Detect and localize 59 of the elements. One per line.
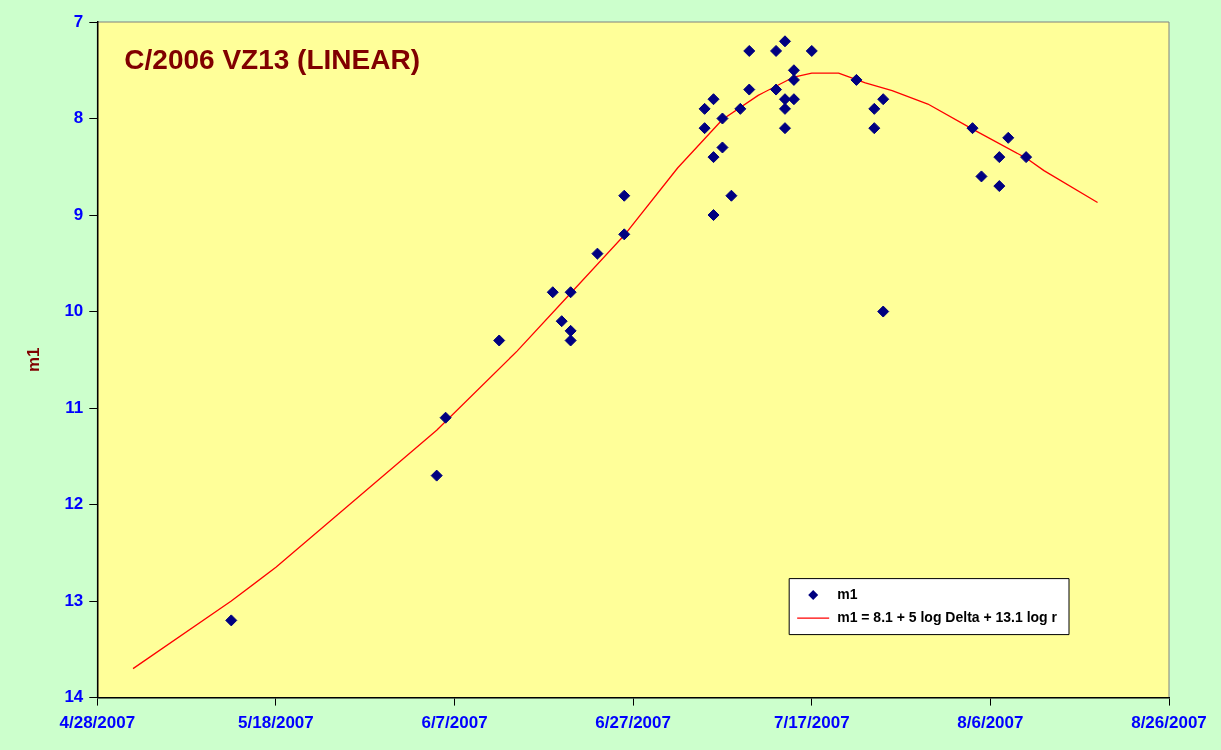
point: [564, 286, 577, 299]
point: [966, 122, 979, 135]
x-tick-label: 6/27/2007: [595, 713, 671, 733]
point: [877, 93, 890, 106]
y-tick-label: 14: [64, 687, 84, 707]
point: [1002, 131, 1015, 144]
point: [778, 35, 791, 48]
point: [778, 122, 791, 135]
point: [734, 102, 747, 115]
point: [975, 170, 988, 183]
point: [770, 44, 783, 57]
point: [698, 102, 711, 115]
x-tick-label: 5/18/2007: [238, 713, 314, 733]
point: [716, 112, 729, 125]
point: [725, 189, 738, 202]
point: [868, 122, 881, 135]
x-tick-label: 8/6/2007: [957, 713, 1024, 733]
point: [493, 334, 506, 347]
legend-label: m1 = 8.1 + 5 log Delta + 13.1 log r: [837, 608, 1058, 625]
point: [591, 247, 604, 260]
point: [716, 141, 729, 154]
y-tick-label: 7: [73, 11, 84, 31]
point: [707, 93, 720, 106]
point: [546, 286, 559, 299]
y-tick-label: 13: [64, 590, 84, 610]
y-tick-label: 10: [64, 301, 84, 321]
y-tick-label: 11: [65, 397, 84, 417]
point: [1020, 151, 1033, 164]
point: [698, 122, 711, 135]
point: [618, 189, 631, 202]
y-tick-label: 12: [64, 494, 84, 514]
point: [993, 180, 1006, 193]
point: [770, 83, 783, 96]
point: [993, 151, 1006, 164]
point: [868, 102, 881, 115]
point: [439, 411, 452, 424]
x-tick-label: 4/28/2007: [59, 713, 136, 733]
legend-label: m1: [837, 585, 858, 602]
point: [877, 305, 890, 318]
y-tick-label: 9: [73, 204, 84, 224]
point: [743, 44, 756, 57]
y-axis-title: m1: [23, 347, 43, 373]
point: [787, 64, 800, 77]
point: [564, 334, 577, 347]
point: [564, 324, 577, 337]
x-tick-label: 6/7/2007: [421, 713, 488, 733]
point: [618, 228, 631, 241]
point: [555, 315, 568, 328]
x-tick-label: 8/26/2007: [1131, 713, 1207, 733]
point: [743, 83, 756, 96]
point: [707, 209, 720, 222]
point: [805, 44, 818, 57]
point: [707, 151, 720, 164]
point: [225, 614, 238, 627]
text: C/2006 VZ13 (LINEAR): [124, 43, 420, 75]
point: [430, 469, 443, 482]
point: [850, 73, 863, 86]
y-tick-label: 8: [73, 108, 84, 128]
x-tick-label: 7/17/2007: [773, 713, 850, 733]
